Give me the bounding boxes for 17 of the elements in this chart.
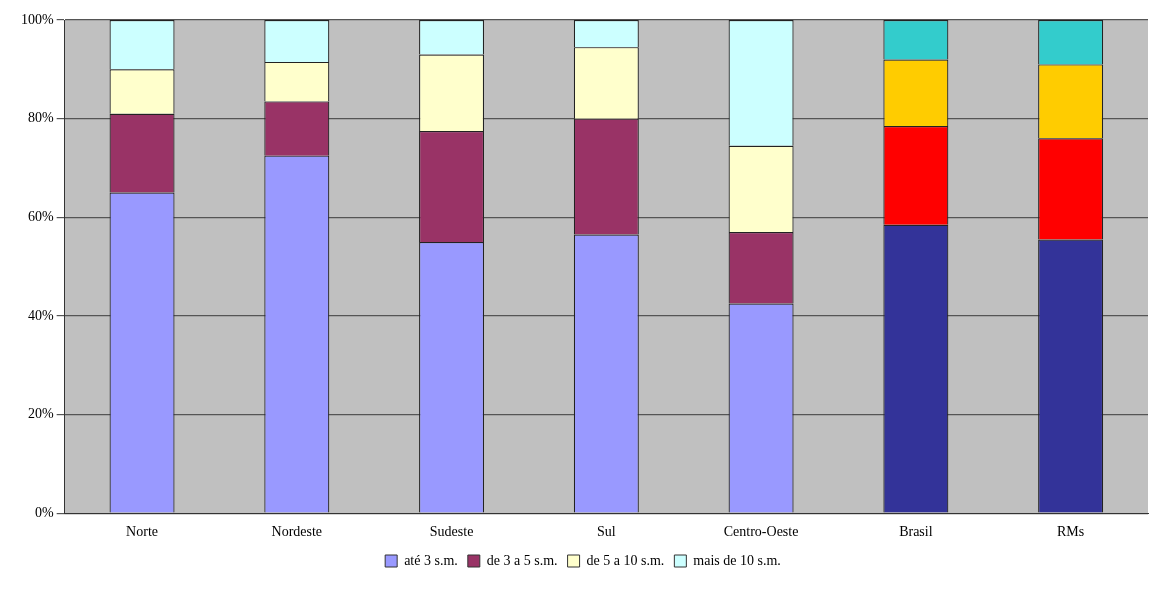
y-tick-label: 80% xyxy=(27,110,54,126)
y-tick-label: 100% xyxy=(20,11,54,27)
x-tick-label: RMs xyxy=(1057,524,1085,540)
x-tick-label: Nordeste xyxy=(271,524,323,540)
legend-label: mais de 10 s.m. xyxy=(693,552,781,568)
y-tick-label: 40% xyxy=(27,307,54,323)
x-tick-label: Norte xyxy=(126,524,158,540)
x-tick-label: Sudeste xyxy=(429,524,474,540)
y-tick-label: 0% xyxy=(34,504,54,520)
x-tick-label: Centro-Oeste xyxy=(723,524,799,540)
x-tick-label: Sul xyxy=(596,524,616,540)
x-tick-label: Brasil xyxy=(899,524,933,540)
legend-label: de 5 a 10 s.m. xyxy=(586,552,665,568)
y-tick-label: 60% xyxy=(27,208,54,224)
legend-label: de 3 a 5 s.m. xyxy=(486,552,558,568)
legend-label: até 3 s.m. xyxy=(404,552,458,568)
y-tick-label: 20% xyxy=(27,406,54,422)
